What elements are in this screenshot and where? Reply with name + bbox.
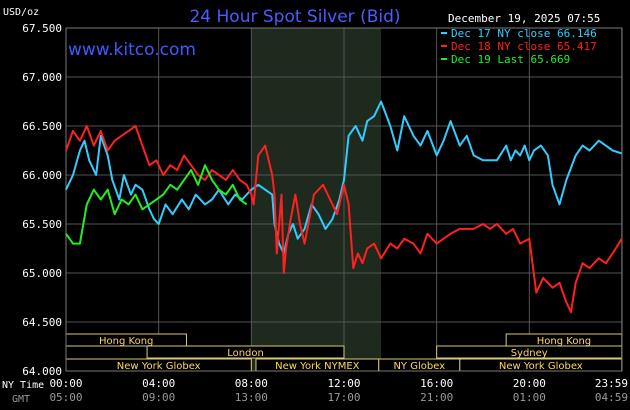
session-label: London — [227, 348, 264, 359]
plot-frame — [65, 27, 623, 372]
x-tick-label: 23:59 — [595, 377, 628, 390]
x-tick-label: 00:00 — [49, 377, 82, 390]
y-tick-label: 65.000 — [22, 267, 62, 280]
nymex-shaded-region — [251, 28, 382, 371]
website-label: www.kitco.com — [68, 40, 196, 60]
gmt-tick-label: 04:59 — [595, 391, 628, 404]
y-tick-label: 66.500 — [22, 120, 62, 133]
y-tick-label: 64.500 — [22, 316, 62, 329]
trading-sessions: Hong Kong Hong Kong London Sydney New York G… — [65, 333, 623, 372]
session-label: New York Globex — [117, 361, 201, 372]
gmt-row-label: GMT — [12, 394, 30, 405]
session-box — [146, 345, 345, 359]
gmt-tick-label: 01:00 — [513, 391, 546, 404]
session-label: Hong Kong — [537, 336, 591, 347]
session-label: New York NYMEX — [275, 361, 360, 372]
series-line-0 — [65, 100, 623, 255]
gmt-tick-label: 05:00 — [49, 391, 82, 404]
legend-entry: Dec 19 Last 65.669 — [451, 53, 570, 66]
y-tick-label: 65.500 — [22, 218, 62, 231]
y-axis-unit: USD/oz — [3, 7, 39, 18]
series-line-2 — [65, 164, 248, 245]
legend-entry: Dec 18 NY close 65.417 — [451, 40, 597, 53]
session-label: Hong Kong — [99, 336, 153, 347]
gmt-tick-label: 17:00 — [327, 391, 360, 404]
x-tick-label: 12:00 — [327, 377, 360, 390]
ny-time-row-label: NY Time — [2, 380, 44, 391]
gmt-tick-label: 09:00 — [142, 391, 175, 404]
x-tick-label: 16:00 — [420, 377, 453, 390]
price-lines — [65, 100, 623, 314]
x-tick-label: 08:00 — [235, 377, 268, 390]
x-tick-label: 04:00 — [142, 377, 175, 390]
gmt-tick-label: 13:00 — [235, 391, 268, 404]
session-label: NY Globex — [393, 361, 445, 372]
y-tick-label: 66.000 — [22, 169, 62, 182]
chart-title: 24 Hour Spot Silver (Bid) — [189, 7, 400, 27]
session-label: Sydney — [511, 348, 548, 359]
series-line-1 — [65, 125, 623, 314]
x-tick-label: 20:00 — [513, 377, 546, 390]
date-label: December 19, 2025 07:55 — [448, 12, 600, 25]
y-tick-label: 67.000 — [22, 71, 62, 84]
session-label: New York Globex — [499, 361, 583, 372]
y-tick-label: 67.500 — [22, 22, 62, 35]
y-tick-label: 64.000 — [22, 365, 62, 378]
y-axis-ticks: 67.500 67.000 66.500 66.000 65.500 65.000 64.5… — [22, 22, 62, 378]
gmt-tick-label: 21:00 — [420, 391, 453, 404]
legend-entry: Dec 17 NY close 66.146 — [451, 27, 597, 40]
